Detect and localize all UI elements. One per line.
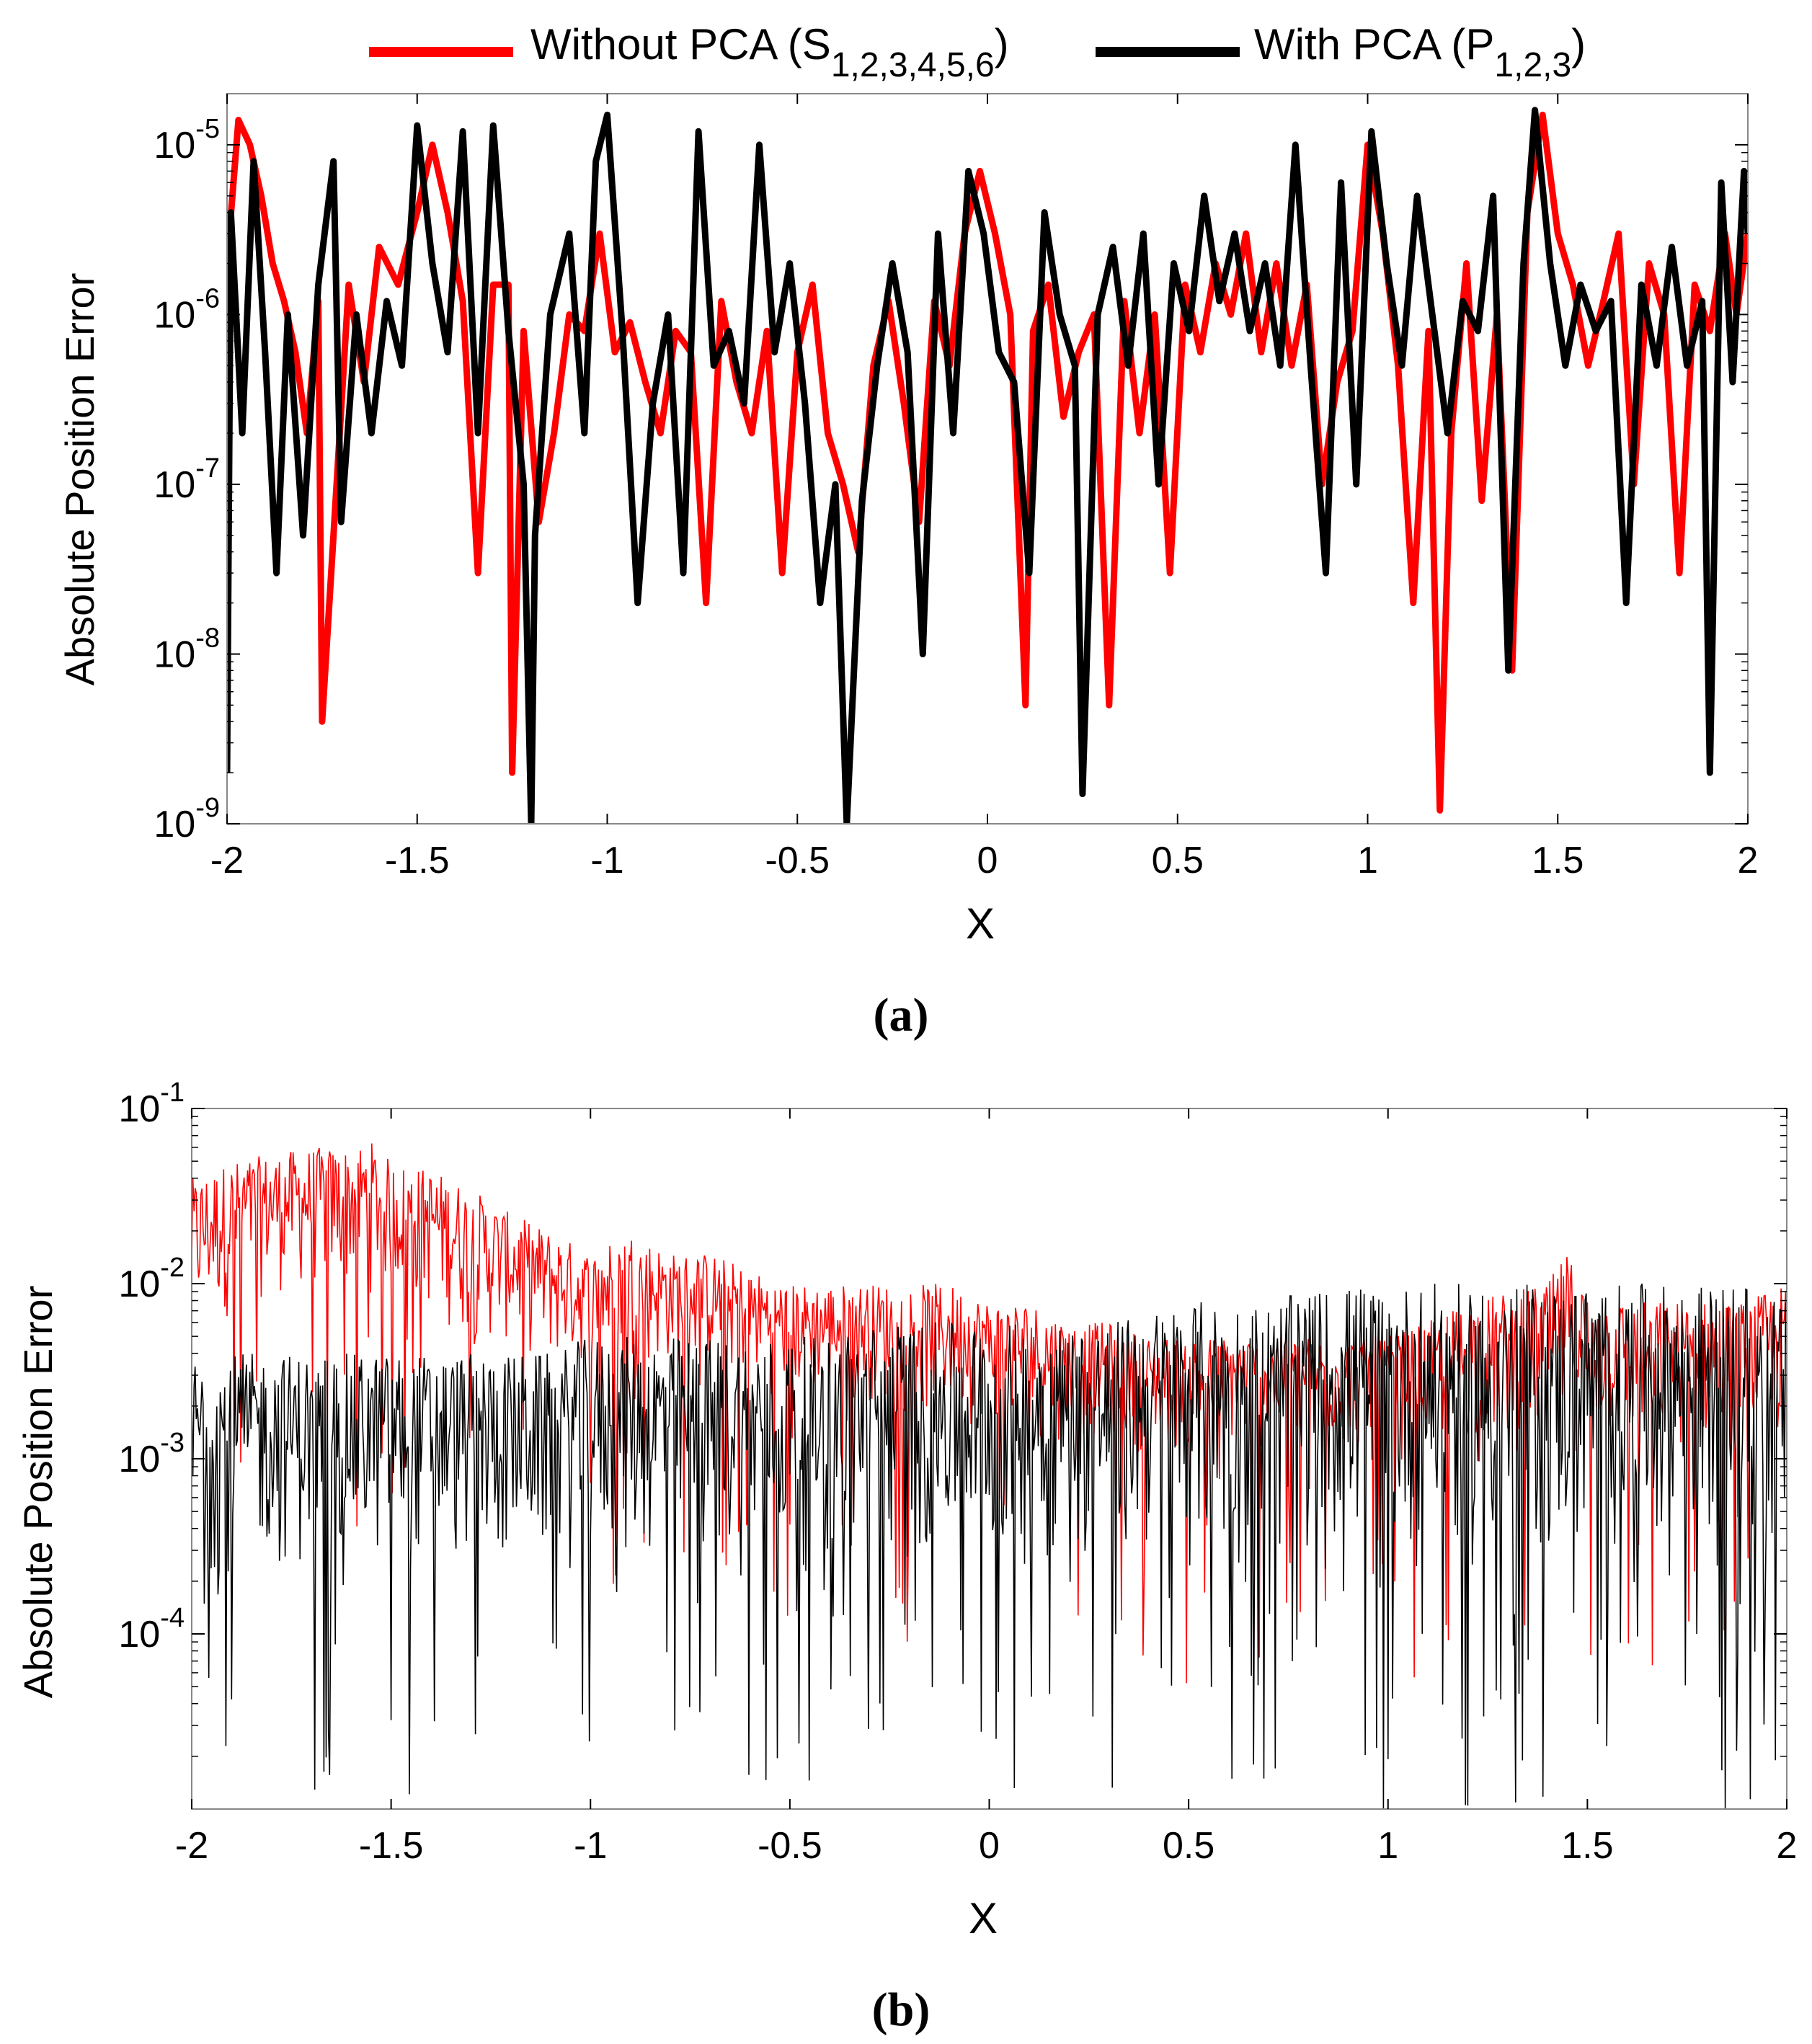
chart-a-ytick-label: 10-8 xyxy=(154,623,220,675)
chart-b-xtick-label: -1.5 xyxy=(359,1825,424,1867)
chart-b: Absolute Position Error X (b) -2 -1.5 -1 -0… xyxy=(15,1077,1797,2036)
chart-a-plot-area xyxy=(227,107,1748,824)
chart-b-ytick-label: 10-2 xyxy=(118,1253,185,1305)
chart-a-ytick-label: 10-9 xyxy=(154,793,220,845)
legend: Without PCA (S1,2,3,4,5,6) With PCA (P1,… xyxy=(369,20,1586,84)
chart-b-series-with-pca xyxy=(192,1283,1787,1809)
chart-a-xtick-label: -2 xyxy=(210,840,244,881)
chart-b-ytick-label: 10-4 xyxy=(118,1603,185,1656)
legend-black-close: ) xyxy=(1571,20,1586,68)
chart-a-ytick-label: 10-6 xyxy=(154,283,220,336)
chart-a-xtick-label: -0.5 xyxy=(765,840,830,881)
chart-b-xtick-label: 1 xyxy=(1377,1825,1398,1867)
chart-b-ylabel: Absolute Position Error xyxy=(15,1286,61,1699)
legend-red-sub: 1,2,3,4,5,6 xyxy=(831,46,995,84)
legend-black-sub: 1,2,3 xyxy=(1494,46,1571,84)
chart-b-ytick-label: 10-1 xyxy=(118,1077,185,1130)
chart-a-xlabel: X xyxy=(966,899,995,948)
chart-b-xtick-label: 0 xyxy=(979,1825,1000,1867)
legend-black-name: With PCA (P xyxy=(1254,20,1494,68)
chart-b-xtick-label: 0.5 xyxy=(1163,1825,1214,1867)
chart-b-xtick-label: 2 xyxy=(1777,1825,1798,1867)
chart-b-ytick-label: 10-3 xyxy=(118,1428,185,1480)
legend-red-close: ) xyxy=(995,20,1009,68)
chart-a-xtick-label: 1 xyxy=(1357,840,1378,881)
chart-a-xtick-label: 0.5 xyxy=(1152,840,1204,881)
legend-red-name: Without PCA (S xyxy=(530,20,831,68)
chart-b-xlabel: X xyxy=(969,1894,998,1942)
caption-b: (b) xyxy=(872,1983,931,2036)
chart-b-xtick-label: -2 xyxy=(175,1825,208,1867)
chart-a-ytick-label: 10-7 xyxy=(154,453,220,506)
legend-label-red: Without PCA (S1,2,3,4,5,6) xyxy=(530,20,1009,84)
chart-b-xtick-label: 1.5 xyxy=(1561,1825,1613,1867)
chart-b-plot-area xyxy=(192,1143,1787,1809)
caption-a: (a) xyxy=(874,989,929,1041)
chart-a-ylabel: Absolute Position Error xyxy=(57,273,102,686)
chart-a-xtick-label: 1.5 xyxy=(1532,840,1584,881)
chart-a-xtick-label: 2 xyxy=(1738,840,1759,881)
chart-a-series-with-pca xyxy=(227,107,1748,824)
chart-a-xtick-label: -1 xyxy=(590,840,623,881)
legend-label-black: With PCA (P1,2,3) xyxy=(1254,20,1586,84)
chart-b-series-without-pca xyxy=(192,1143,1787,1684)
chart-a-ytick-label: 10-5 xyxy=(154,114,220,166)
chart-a-xtick-label: 0 xyxy=(977,840,998,881)
chart-a-xtick-label: -1.5 xyxy=(385,840,450,881)
chart-b-xtick-label: -0.5 xyxy=(758,1825,822,1867)
chart-a: Absolute Position Error X (a) -2 -1.5 -1 -0… xyxy=(57,93,1759,1041)
chart-b-xtick-label: -1 xyxy=(574,1825,607,1867)
